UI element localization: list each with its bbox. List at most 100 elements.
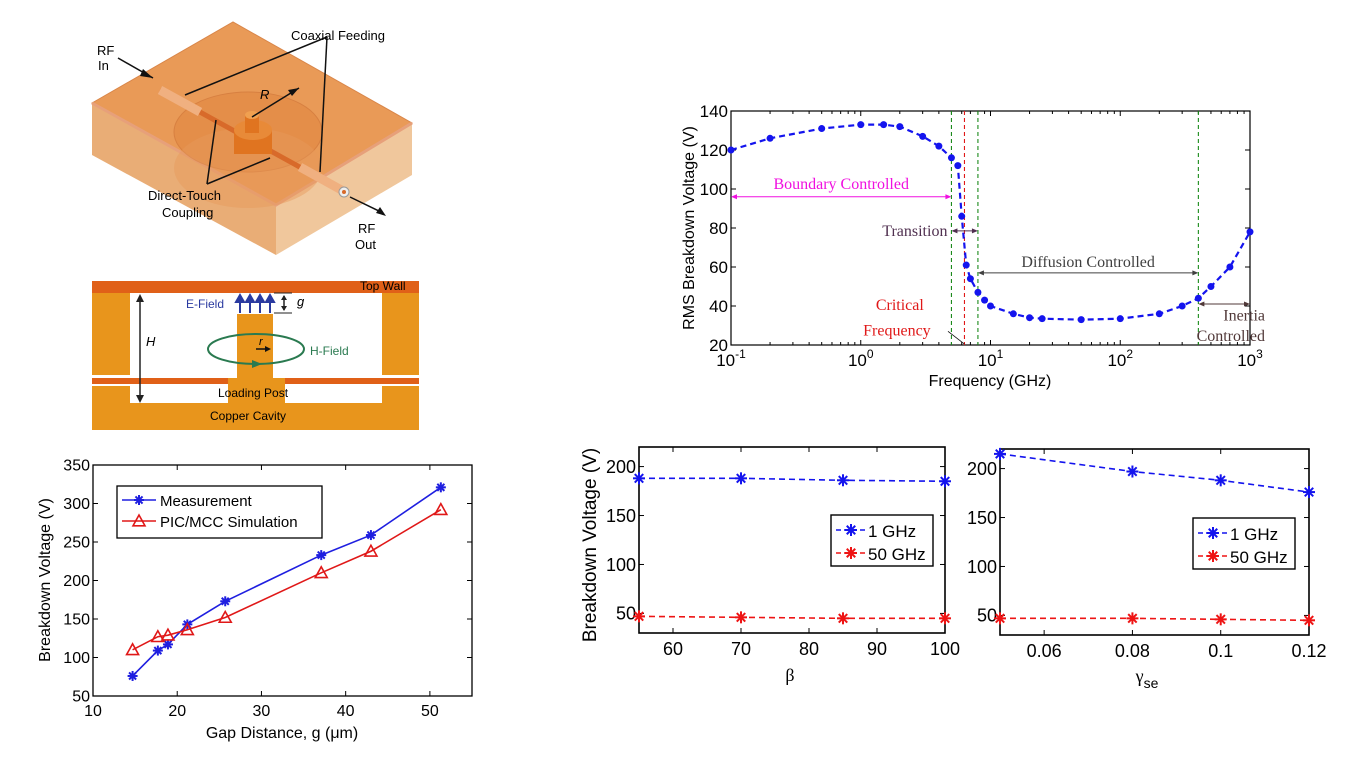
- critical-frequency-label-1: Critical: [876, 297, 925, 314]
- x-tick-label: 103: [1237, 347, 1263, 370]
- legend-marker-glyph: [1207, 550, 1219, 562]
- y-axis-label: Breakdown Voltage (V): [580, 448, 601, 642]
- y-tick-label: 250: [63, 535, 90, 552]
- x-tick-base: 10: [1107, 351, 1126, 370]
- data-point: [433, 502, 449, 516]
- x-axis-label-sub: se: [1144, 675, 1159, 691]
- data-point: [1077, 316, 1085, 324]
- series-50-ghz: [994, 612, 1315, 627]
- transition-arrow-head-right: [971, 228, 978, 234]
- legend: Measurement PIC/MCC Simulation: [116, 485, 323, 539]
- label-h-field: H-Field: [310, 344, 349, 358]
- y-tick-label: 50: [72, 689, 90, 706]
- data-point: [1126, 612, 1139, 625]
- x-tick-exponent: 0: [867, 347, 874, 361]
- data-point: [766, 134, 774, 142]
- series-line: [638, 615, 945, 620]
- y-tick-label: 150: [606, 506, 636, 526]
- label-copper-cavity: Copper Cavity: [210, 409, 286, 423]
- data-point: [735, 611, 747, 624]
- cavity-left-wall: [92, 293, 130, 375]
- data-point: [1303, 486, 1315, 499]
- y-tick-label: 200: [967, 459, 997, 479]
- y-tick-label: 50: [977, 606, 997, 626]
- ticks: [639, 447, 946, 633]
- y-tick-label: 200: [606, 457, 636, 477]
- x-tick-label: 90: [867, 639, 887, 659]
- data-point: [1009, 310, 1017, 318]
- data-point: [735, 472, 747, 485]
- box-left-face: [92, 103, 276, 255]
- data-point: [818, 125, 826, 133]
- series-line: [1000, 617, 1310, 622]
- boundary-controlled-arrow-head-right: [945, 194, 952, 200]
- x-axis-label: β: [785, 665, 794, 685]
- x-tick-label: 10: [84, 703, 102, 720]
- series-1-ghz: [994, 447, 1315, 499]
- data-point: [313, 565, 329, 579]
- legend-label-1ghz: 1 GHz: [1230, 525, 1278, 544]
- x-tick-label: 0.06: [1027, 641, 1062, 661]
- tick-labels: 0.06 0.08 0.1 0.12 50 100 150 200: [967, 459, 1327, 661]
- data-point: [994, 612, 1006, 625]
- legend-marker-glyph: [1207, 527, 1219, 539]
- legend-label-simulation: PIC/MCC Simulation: [160, 514, 298, 531]
- x-tick-base: 10: [1237, 351, 1256, 370]
- inertia-controlled-arrow-head-left: [1198, 301, 1205, 307]
- x-tick-base: 10: [978, 351, 997, 370]
- y-axis-label: RMS Breakdown Voltage (V): [681, 126, 698, 330]
- x-tick-label: 70: [731, 639, 751, 659]
- label-height-H: H: [146, 334, 156, 349]
- label-radius-R: R: [260, 87, 269, 102]
- region-boundaries: [950, 111, 1199, 345]
- chart-gap-distance: 10 20 30 40 50 50 100 150 200 250 300 350 Gap Dista…: [37, 458, 473, 742]
- y-tick-label: 40: [709, 297, 728, 316]
- annotations: Boundary Controlled Transition Diffusion C…: [731, 176, 1265, 345]
- data-point: [633, 610, 645, 623]
- legend-marker-50ghz: [845, 547, 857, 559]
- data-point: [435, 482, 446, 493]
- label-direct-touch-2: Coupling: [162, 205, 213, 220]
- diffusion-controlled-arrow-head-left: [977, 270, 984, 276]
- data-point: [962, 261, 970, 269]
- data-point: [987, 302, 994, 310]
- legend-marker-glyph: [845, 524, 857, 536]
- data-point: [727, 146, 735, 154]
- data-point: [880, 121, 888, 129]
- data-point: [896, 123, 904, 131]
- data-point: [162, 639, 173, 650]
- data-point: [152, 645, 163, 656]
- data-point: [974, 288, 982, 296]
- data-point: [1155, 310, 1163, 318]
- data-point: [994, 447, 1006, 460]
- label-rf-in-2: In: [98, 58, 109, 73]
- y-tick-label: 100: [700, 180, 728, 199]
- data-point: [837, 474, 849, 487]
- x-tick-exponent: 1: [997, 347, 1004, 361]
- data-point: [160, 627, 176, 641]
- x-tick-label: 0.08: [1115, 641, 1150, 661]
- legend-marker-glyph: [134, 495, 144, 505]
- x-tick-base: 10: [716, 351, 735, 370]
- legend-marker-1ghz: [1207, 527, 1219, 539]
- series: [994, 447, 1315, 627]
- x-axis-label: Gap Distance, g (μm): [206, 725, 358, 742]
- series-line: [639, 477, 946, 483]
- data-point: [1214, 613, 1227, 626]
- label-coaxial-feeding: Coaxial Feeding: [291, 28, 385, 43]
- label-rf-in-1: RF: [97, 43, 114, 58]
- ticks: [1000, 449, 1310, 635]
- legend-marker-glyph: [845, 547, 857, 559]
- transition-arrow-head-left: [951, 228, 958, 234]
- cavity-right-wall: [382, 293, 419, 375]
- data-point: [179, 622, 195, 636]
- top-wall: [92, 281, 419, 293]
- series-50-ghz: [633, 610, 951, 625]
- data-point: [954, 162, 962, 170]
- data-point: [1207, 283, 1215, 290]
- x-tick-base: 10: [848, 351, 867, 370]
- data-point: [939, 475, 951, 488]
- boundary-controlled-label: Boundary Controlled: [773, 176, 909, 193]
- data-point: [217, 609, 233, 624]
- data-point: [125, 642, 140, 656]
